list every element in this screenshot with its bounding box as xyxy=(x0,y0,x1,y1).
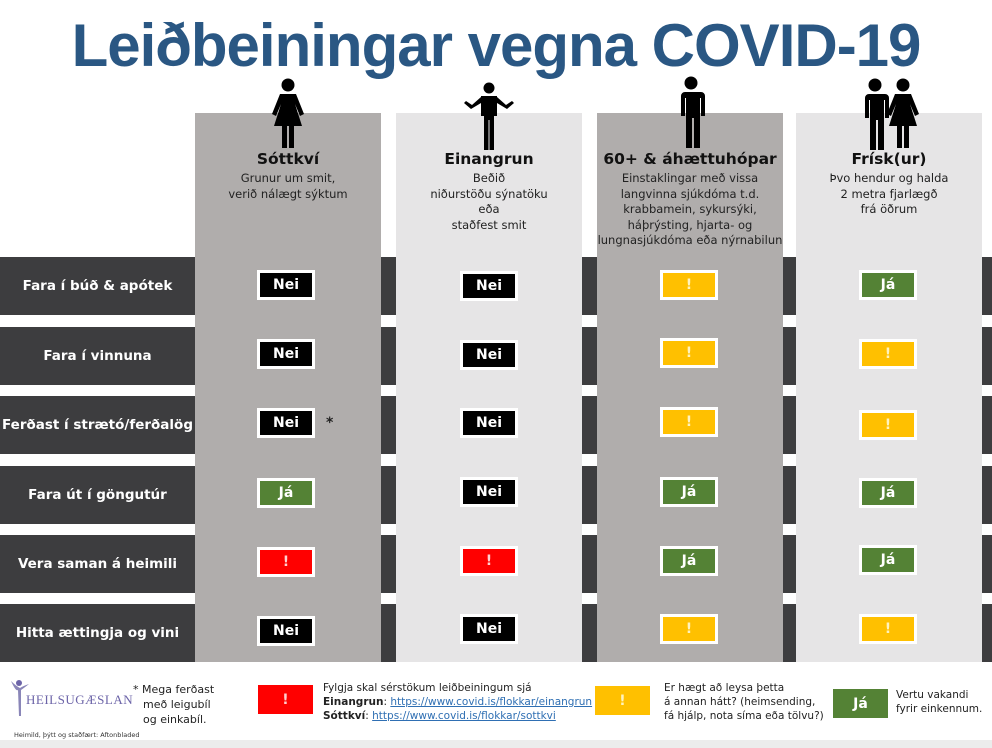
status-badge-no: Nei xyxy=(257,408,315,438)
column-heading: Frísk(ur) xyxy=(851,150,927,168)
status-badge-warning: ! xyxy=(660,338,718,368)
note-line: * Mega ferðast xyxy=(133,683,215,696)
status-badge-no: Nei xyxy=(257,270,315,300)
desc-line: Þvo hendur og halda xyxy=(829,171,949,185)
status-badge-warning: ! xyxy=(859,614,917,644)
man-icon xyxy=(681,76,705,148)
desc-line: niðurstöðu sýnatöku xyxy=(430,186,548,201)
status-badge-yes: Já xyxy=(660,477,718,507)
status-badge-warning: ! xyxy=(859,410,917,440)
desc-line: Einstaklingar með vissa xyxy=(621,171,759,185)
status-badge-no: Nei xyxy=(460,614,518,644)
legend-label-sottkvi: Sóttkví xyxy=(323,710,366,722)
desc-line: 2 metra fjarlægð xyxy=(840,186,938,201)
column-sottkvi xyxy=(195,257,381,662)
couple-icon xyxy=(865,78,919,150)
einangrun-link[interactable]: https://www.covid.is/flokkar/einangrun xyxy=(390,696,593,708)
status-badge-no: Nei xyxy=(460,340,518,370)
desc-line: frá öðrum xyxy=(860,202,918,216)
legend-line: Vertu vakandi xyxy=(896,689,969,701)
status-badge-warning: ! xyxy=(859,339,917,369)
row-label: Fara í vinnuna xyxy=(43,348,152,364)
legend-stop-text: Fylgja skal sérstökum leiðbeiningum sjá … xyxy=(323,682,593,722)
woman-icon xyxy=(272,78,304,148)
desc-line: Beðið xyxy=(472,171,506,185)
desc-line: Grunur um smit, xyxy=(240,171,336,185)
column-risk-group xyxy=(597,257,783,662)
column-heading: Einangrun xyxy=(444,150,534,168)
legend-stop-swatch: ! xyxy=(258,685,313,714)
status-badge-warning: ! xyxy=(660,614,718,644)
column-desc: Beðið niðurstöðu sýnatöku eða staðfest s… xyxy=(396,171,582,233)
column-header-sottkvi: Sóttkví Grunur um smit, verið nálægt sýk… xyxy=(195,150,381,202)
status-badge-yes: Já xyxy=(859,478,917,508)
legend-line: á annan hátt? (heimsending, xyxy=(664,696,816,708)
status-badge-warning: ! xyxy=(660,270,718,300)
status-badge-no: Nei xyxy=(460,408,518,438)
desc-line: verið nálægt sýktum xyxy=(228,186,348,201)
column-desc: Grunur um smit, verið nálægt sýktum xyxy=(195,171,381,202)
column-header-risk-group: 60+ & áhættuhópar Einstaklingar með viss… xyxy=(597,150,783,249)
desc-line: háþrýsting, hjarta- og xyxy=(627,217,753,232)
column-healthy xyxy=(796,257,982,662)
asterisk-note-marker: * xyxy=(326,415,334,431)
man-shrugging-icon xyxy=(464,82,514,150)
desc-line: krabbamein, sykursýki, xyxy=(623,202,757,216)
desc-line: eða xyxy=(478,202,500,216)
column-einangrun xyxy=(396,257,582,662)
status-badge-yes: Já xyxy=(859,270,917,300)
legend-yes-text: Vertu vakandi fyrir einkennum. xyxy=(896,688,982,716)
status-badge-stop: ! xyxy=(460,546,518,576)
status-badge-yes: Já xyxy=(859,545,917,575)
column-header-einangrun: Einangrun Beðið niðurstöðu sýnatöku eða … xyxy=(396,150,582,233)
legend-line: Er hægt að leysa þetta xyxy=(664,682,785,694)
row-label: Hitta ættingja og vini xyxy=(15,625,180,641)
column-desc: Þvo hendur og halda 2 metra fjarlægð frá… xyxy=(796,171,982,218)
asterisk-note: * Mega ferðast með leigubíl og einkabíl. xyxy=(133,682,214,727)
legend-line: fá hjálp, nota síma eða tölvu?) xyxy=(664,710,824,722)
status-badge-no: Nei xyxy=(257,616,315,646)
column-desc: Einstaklingar með vissa langvinna sjúkdó… xyxy=(597,171,783,249)
legend-label-einangrun: Einangrun xyxy=(323,696,384,708)
status-badge-yes: Já xyxy=(257,478,315,508)
legend-warning-swatch: ! xyxy=(595,686,650,715)
legend-line: Fylgja skal sérstökum leiðbeiningum sjá xyxy=(323,682,532,694)
note-line: og einkabíl. xyxy=(143,713,207,726)
desc-line: lungnasjúkdóma eða nýrnabilun xyxy=(597,233,783,247)
status-badge-stop: ! xyxy=(257,547,315,577)
legend-line: fyrir einkennum. xyxy=(896,703,983,715)
column-header-healthy: Frísk(ur) Þvo hendur og halda 2 metra fj… xyxy=(796,150,982,218)
page-title: Leiðbeiningar vegna COVID-19 xyxy=(71,12,922,79)
row-label: Fara út í göngutúr xyxy=(28,487,167,503)
status-badge-yes: Já xyxy=(660,546,718,576)
status-badge-no: Nei xyxy=(460,477,518,507)
logo-text: HEILSUGÆSLAN xyxy=(26,692,134,707)
status-badge-no: Nei xyxy=(257,339,315,369)
sottkvi-link[interactable]: https://www.covid.is/flokkar/sottkvi xyxy=(372,710,556,722)
logo-figure-icon xyxy=(11,680,29,716)
note-line: með leigubíl xyxy=(143,698,211,711)
row-label: Ferðast í strætó/ferðalög xyxy=(2,417,193,433)
column-heading: 60+ & áhættuhópar xyxy=(603,150,777,168)
source-credit: Heimild, þýtt og staðfært: Aftonbladed xyxy=(14,731,140,739)
status-badge-no: Nei xyxy=(460,271,518,301)
heilsugaeslan-logo: HEILSUGÆSLAN xyxy=(10,678,133,718)
legend-warning-text: Er hægt að leysa þetta á annan hátt? (he… xyxy=(664,681,824,723)
desc-line: staðfest smit xyxy=(451,217,527,232)
status-badge-warning: ! xyxy=(660,407,718,437)
legend-yes-swatch: Já xyxy=(833,689,888,718)
desc-line: langvinna sjúkdóma t.d. xyxy=(620,186,760,201)
row-label: Vera saman á heimili xyxy=(17,556,178,572)
column-heading: Sóttkví xyxy=(256,150,320,168)
row-label: Fara í búð & apótek xyxy=(22,278,173,294)
